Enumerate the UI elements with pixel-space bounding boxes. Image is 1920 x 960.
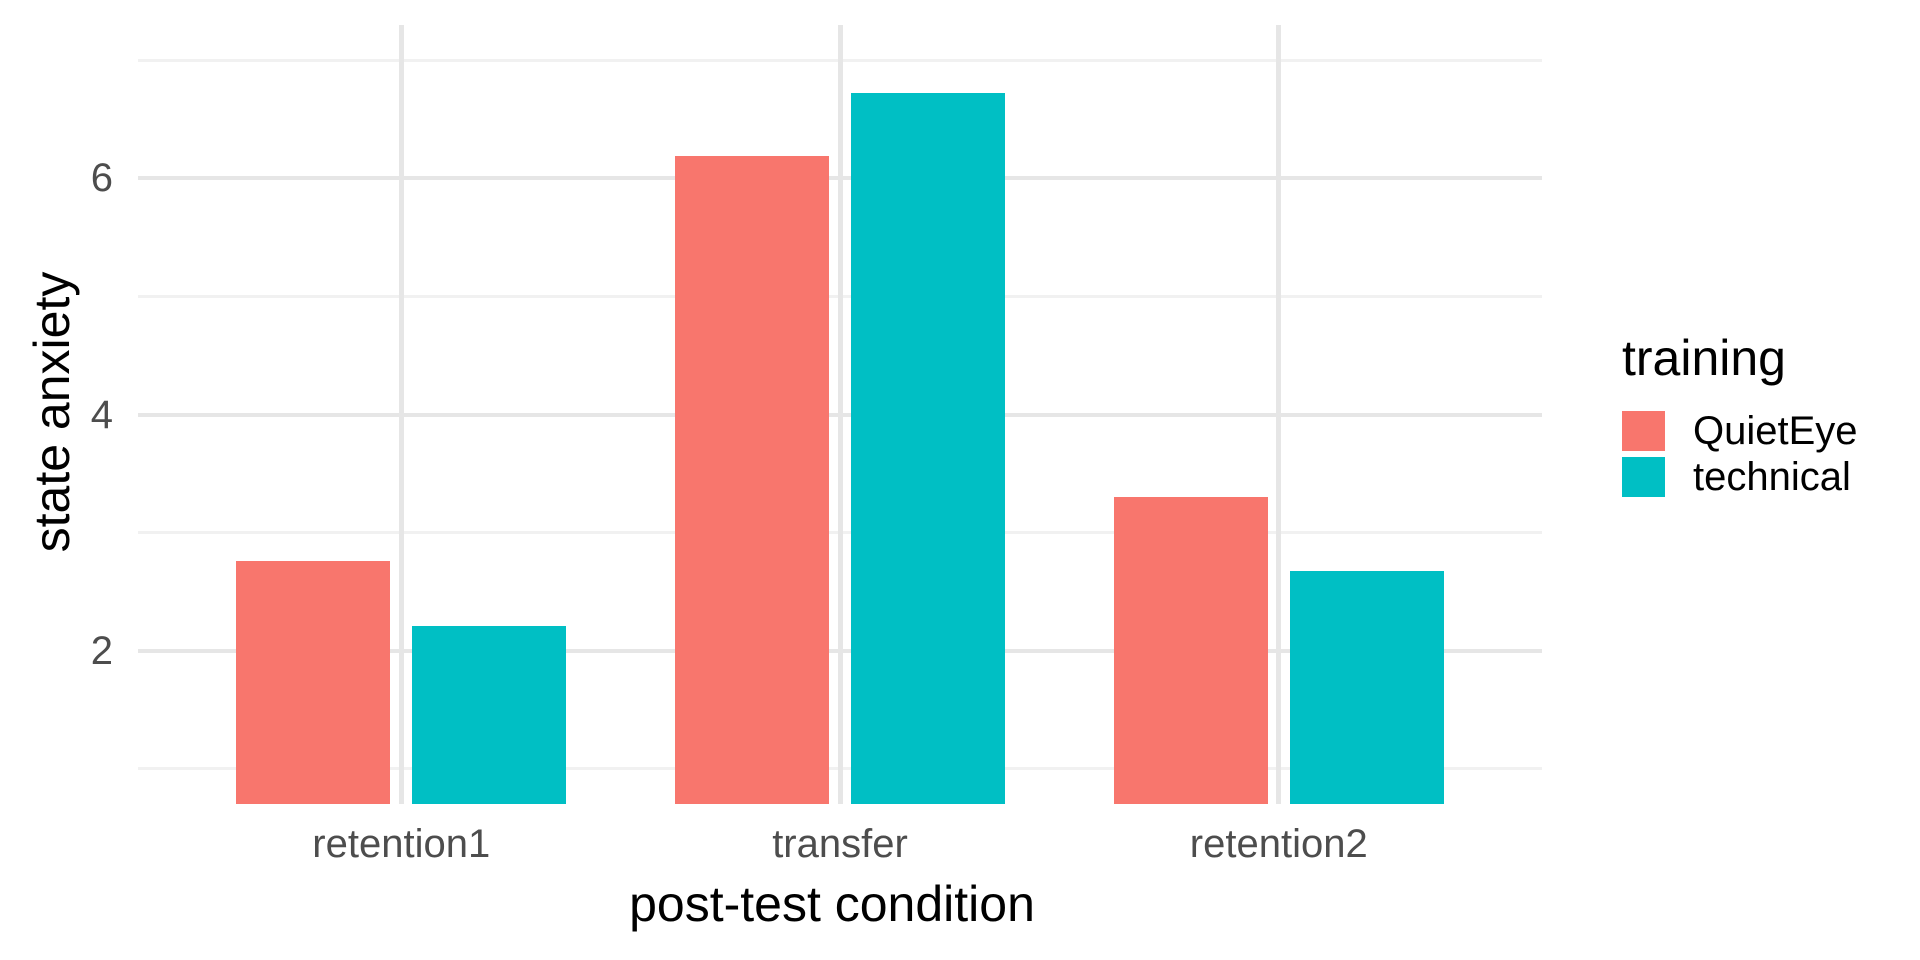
legend-swatch-QuietEye xyxy=(1622,411,1665,451)
y-axis-title: state anxiety xyxy=(24,271,80,553)
x-tick-label-retention1: retention1 xyxy=(312,822,491,866)
legend: training QuietEye technical xyxy=(1622,332,1858,503)
legend-swatch-technical xyxy=(1622,457,1665,497)
x-tick-label-retention2: retention2 xyxy=(1189,822,1368,866)
bar-retention1-technical xyxy=(412,625,567,804)
legend-entry-QuietEye: QuietEye xyxy=(1622,411,1858,451)
legend-label-technical: technical xyxy=(1693,455,1851,499)
major-gridline-x-transfer xyxy=(837,25,843,804)
bar-retention2-technical xyxy=(1289,571,1444,804)
x-axis-title: post-test condition xyxy=(629,876,1035,932)
major-gridline-x-retention1 xyxy=(398,25,404,804)
y-tick-label-2: 2 xyxy=(90,628,113,673)
y-tick-label-4: 4 xyxy=(90,392,113,437)
y-tick-label-6: 6 xyxy=(90,156,113,201)
bar-transfer-QuietEye xyxy=(675,156,829,804)
x-tick-label-transfer: transfer xyxy=(772,822,908,866)
legend-label-QuietEye: QuietEye xyxy=(1693,409,1858,453)
bar-transfer-technical xyxy=(851,93,1005,804)
major-gridline-x-retention2 xyxy=(1276,25,1282,804)
bar-retention2-QuietEye xyxy=(1113,497,1268,804)
bar-retention1-QuietEye xyxy=(236,560,391,804)
legend-title: training xyxy=(1622,330,1786,386)
legend-entry-technical: technical xyxy=(1622,457,1858,497)
legend-entries: QuietEye technical xyxy=(1622,411,1858,497)
